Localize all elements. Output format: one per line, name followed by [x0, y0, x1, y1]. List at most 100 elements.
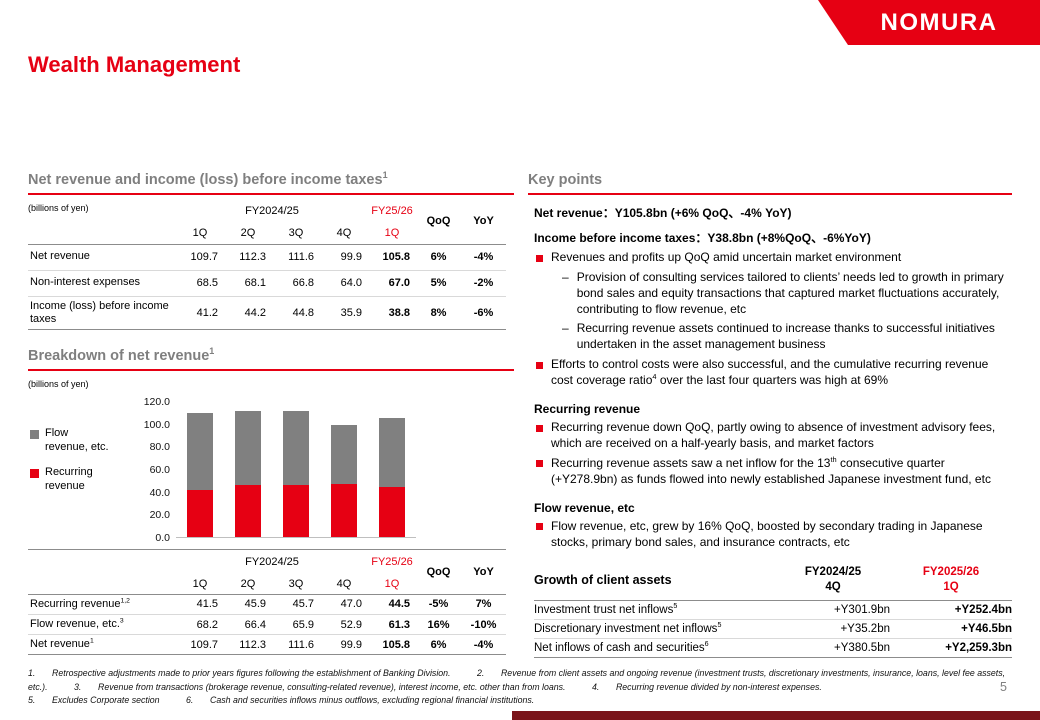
- col-header-yoy: YoY: [461, 548, 507, 595]
- row-label: Investment trust net inflows5: [534, 600, 776, 620]
- bullet-square-icon: [536, 254, 543, 262]
- section-heading-text: Net revenue and income (loss) before inc…: [28, 172, 383, 188]
- y-tick-label: 20.0: [149, 509, 170, 522]
- footnote-number: 3.: [74, 681, 82, 692]
- col-header-3q: 3Q: [272, 573, 320, 595]
- chart-bar-3: [283, 402, 309, 537]
- sub-bullet-item: – Provision of consulting services tailo…: [562, 270, 1012, 318]
- value-cell: 68.1: [224, 270, 272, 297]
- legend-item-flow-revenue: Flow revenue, etc.: [30, 427, 114, 455]
- row-label-superscript: 5: [717, 620, 722, 629]
- value-cell: 44.2: [224, 296, 272, 330]
- footnote-item: 6. Cash and securities inflows minus outf…: [186, 695, 534, 705]
- bullet-text: Recurring revenue assets saw a net inflo…: [551, 456, 1012, 488]
- y-tick-label: 60.0: [149, 463, 170, 476]
- key-points-headline-net-revenue: Net revenue：Y105.8bn (+6% QoQ、-4% YoY): [534, 206, 792, 220]
- row-label-text: Recurring revenue: [30, 597, 121, 610]
- net-revenue-chart: (billions of yen) Flow revenue, etc. Rec…: [28, 371, 514, 545]
- value-cell: 47.0: [320, 594, 369, 616]
- footnote-text: Revenue from client assets and ongoing r…: [28, 668, 1006, 692]
- col-header-4q: 4Q: [320, 573, 369, 595]
- footnote-number: 1.: [28, 668, 36, 678]
- yoy-cell: -4%: [461, 244, 507, 271]
- legend-swatch-recurring-revenue: [30, 469, 39, 479]
- empty-cell: [28, 548, 176, 574]
- row-label: Flow revenue, etc.3: [28, 614, 176, 636]
- value-cell: 64.0: [320, 270, 369, 297]
- bullet-square-icon: [536, 460, 543, 468]
- table-row: Income (loss) before income taxes 41.2 4…: [28, 296, 507, 330]
- current-value-cell: 105.8: [368, 634, 417, 656]
- value-cell: 109.7: [176, 634, 224, 656]
- col-header-fy2024-4q: FY2024/25 4Q: [776, 564, 890, 601]
- value-cell: 99.9: [320, 244, 369, 271]
- page-title: Wealth Management: [28, 52, 241, 77]
- client-assets-title: Growth of client assets: [534, 564, 776, 601]
- unit-note: (billions of yen): [28, 203, 89, 213]
- legend-swatch-flow-revenue: [30, 429, 39, 439]
- col-header-4q: 4Q: [320, 223, 369, 245]
- value-cell: 66.8: [272, 270, 320, 297]
- y-tick-label: 0.0: [155, 531, 170, 544]
- value-cell: 45.9: [224, 594, 272, 616]
- yoy-cell: 7%: [461, 594, 507, 616]
- superscript: th: [830, 454, 837, 464]
- bar-segment-recurring-revenue: [187, 490, 213, 537]
- col-header-2q: 2Q: [224, 223, 272, 245]
- empty-cell: [28, 573, 176, 595]
- bullet-text: Efforts to control costs were also succe…: [551, 357, 1012, 389]
- qoq-cell: 8%: [416, 296, 462, 330]
- value-cell: 111.6: [272, 244, 320, 271]
- bullet-item: Efforts to control costs were also succe…: [534, 357, 1012, 389]
- table-row: Flow revenue, etc.3 68.2 66.4 65.9 52.9 …: [28, 614, 507, 636]
- yoy-cell: -2%: [461, 270, 507, 297]
- col-header-fy2025-1q: FY2025/26 1Q: [890, 564, 1012, 601]
- qoq-cell: 6%: [416, 634, 462, 656]
- col-header-1q: 1Q: [176, 223, 224, 245]
- value-cell: +Y35.2bn: [776, 619, 890, 639]
- col-header-current-1q: 1Q: [368, 573, 417, 595]
- col-header-qoq: QoQ: [416, 548, 462, 595]
- value-cell: 111.6: [272, 634, 320, 656]
- footnote-number: 6.: [186, 695, 194, 706]
- footnote-number: 2.: [476, 668, 485, 678]
- value-cell: 35.9: [320, 296, 369, 330]
- value-cell: 68.2: [176, 614, 224, 636]
- table-row: Recurring revenue1,2 41.5 45.9 45.7 47.0…: [28, 594, 507, 616]
- col-header-line: 1Q: [943, 581, 959, 594]
- chart-bar-4: [331, 402, 357, 537]
- chart-bar-1: [187, 402, 213, 537]
- current-value-cell: 38.8: [368, 296, 417, 330]
- col-header-line: FY2025/26: [922, 565, 980, 578]
- footnote-text: Retrospective adjustments made to prior …: [52, 668, 451, 678]
- col-header-2q: 2Q: [224, 573, 272, 595]
- col-header-3q: 3Q: [272, 223, 320, 245]
- bullet-text-segment: Recurring revenue assets saw a net inflo…: [551, 455, 831, 470]
- section-heading-net-revenue: Net revenue and income (loss) before inc…: [28, 171, 514, 195]
- footnote-number: 4.: [591, 681, 600, 692]
- chart-bar-5: [379, 402, 405, 537]
- bullet-text-segment: Efforts to control costs were also succe…: [551, 357, 989, 388]
- row-label-text: Investment trust net inflows: [534, 603, 674, 616]
- row-label-superscript: 6: [704, 639, 709, 648]
- value-cell: +Y301.9bn: [776, 600, 890, 620]
- row-label: Discretionary investment net inflows5: [534, 619, 776, 639]
- bullet-square-icon: [536, 424, 543, 432]
- col-header-1q: 1Q: [176, 573, 224, 595]
- current-value-cell: +Y252.4bn: [890, 600, 1012, 620]
- footer-bar: [512, 711, 1040, 720]
- chart-y-axis: 120.0 100.0 80.0 60.0 40.0 20.0 0.0: [94, 396, 170, 544]
- row-label-superscript: 1,2: [120, 597, 130, 605]
- col-header-current-1q: 1Q: [368, 223, 417, 245]
- qoq-cell: 5%: [416, 270, 462, 297]
- current-value-cell: +Y46.5bn: [890, 619, 1012, 639]
- table-row: Discretionary investment net inflows5 +Y…: [534, 619, 1012, 639]
- current-value-cell: +Y2,259.3bn: [890, 638, 1012, 658]
- row-label: Net revenue1: [28, 634, 176, 656]
- legend-label-recurring-revenue: Recurring revenue: [45, 466, 93, 493]
- net-revenue-table: (billions of yen) FY2024/25 FY25/26 QoQ …: [28, 199, 507, 330]
- right-column: Key points Net revenue：Y105.8bn (+6% QoQ…: [528, 172, 1012, 658]
- superscript: 4: [652, 372, 657, 382]
- table-header-row: (billions of yen) FY2024/25 FY25/26 QoQ …: [28, 199, 507, 245]
- col-header-line: FY2024/25: [804, 565, 862, 578]
